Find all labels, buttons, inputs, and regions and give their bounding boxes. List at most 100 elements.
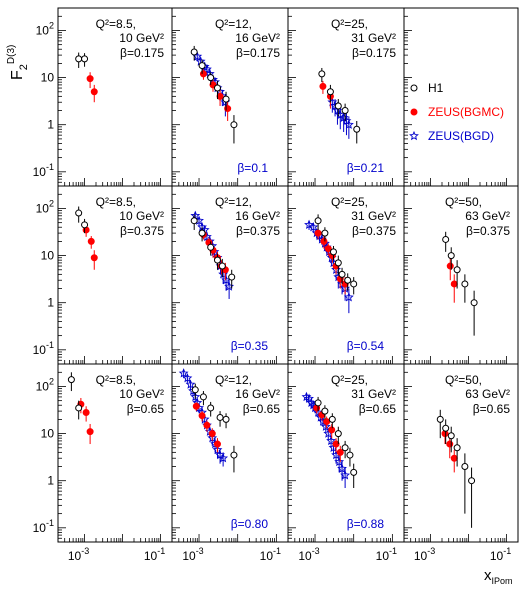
point-zeus-bgd: [185, 379, 196, 389]
point-h1: [230, 451, 238, 459]
x-tick-label-exp: -1: [273, 546, 281, 556]
point-h1: [314, 217, 322, 225]
panel-zeus-beta: β=0.35: [231, 339, 269, 353]
point-zeus-bgd: [337, 463, 347, 473]
panel-q2-label: Q²=50,: [445, 373, 482, 387]
x-tick-label-base: 10: [298, 549, 312, 563]
point-h1: [213, 84, 221, 92]
point-zeus-bgmc: [86, 428, 94, 436]
point-zeus-bgmc: [446, 262, 454, 270]
point-h1: [468, 477, 476, 485]
point-h1: [350, 468, 358, 476]
point-zeus-bgmc: [328, 426, 336, 434]
panel-beta-label: β=0.65: [127, 402, 165, 416]
x-axis-title: xIPom: [484, 567, 513, 586]
x-tick-label-exp: -1: [389, 546, 397, 556]
point-h1: [341, 107, 349, 115]
point-h1: [436, 415, 444, 423]
point-h1: [344, 276, 352, 284]
y-axis-title-sup: D(3): [6, 45, 17, 64]
panel-q2-label: Q²=12,: [215, 373, 252, 387]
y-tick-label-exp: -1: [46, 340, 54, 350]
point-zeus-bgd: [340, 470, 351, 480]
point-h1: [321, 407, 329, 415]
panel-q2-label: Q²=8.5,: [96, 17, 136, 31]
point-h1: [75, 209, 83, 217]
point-h1: [314, 399, 322, 407]
panel-beta-label: β=0.175: [352, 46, 396, 60]
point-zeus-bgmc: [332, 440, 340, 448]
point-h1: [207, 404, 215, 412]
x-axis-title-sub: IPom: [492, 576, 513, 586]
point-h1: [81, 221, 89, 229]
y-tick-label-base: 10: [33, 343, 47, 357]
panel-beta-label: β=0.375: [466, 224, 510, 238]
point-h1: [442, 235, 450, 243]
panel-zeus-beta: β=0.80: [231, 517, 269, 531]
panel-q2-label: Q²=12,: [215, 195, 252, 209]
point-h1: [461, 280, 469, 288]
legend-label: ZEUS(BGD): [428, 129, 494, 143]
y-tick-label-base: 1: [47, 474, 54, 488]
x-tick-label-base: 10: [68, 549, 82, 563]
y-tick-label: 1: [47, 296, 54, 310]
point-h1: [190, 217, 198, 225]
point-h1: [191, 386, 199, 394]
x-tick-label-base: 10: [490, 549, 504, 563]
x-tick-label-exp: -3: [196, 546, 204, 556]
point-zeus-bgmc: [319, 82, 327, 90]
point-h1: [198, 62, 206, 70]
x-axis-title-main: x: [484, 567, 492, 584]
point-h1: [350, 280, 358, 288]
panel-q2-label: Q²=8.5,: [96, 195, 136, 209]
point-zeus-bgmc: [213, 440, 221, 448]
point-h1: [216, 413, 224, 421]
point-zeus-bgd: [306, 397, 317, 407]
panel-beta-label: β=0.65: [243, 402, 281, 416]
x-tick-label-exp: -1: [503, 546, 511, 556]
panel-q2-range: 16 GeV²: [235, 209, 280, 223]
point-zeus-bgmc: [446, 440, 454, 448]
x-tick-label-base: 10: [376, 549, 390, 563]
point-h1: [207, 74, 215, 82]
point-zeus-bgd: [218, 453, 229, 463]
legend-marker: [410, 84, 418, 92]
point-zeus-bgmc: [90, 88, 98, 96]
panel-beta-label: β=0.65: [473, 402, 511, 416]
y-axis-title-main: F: [9, 70, 26, 80]
point-h1: [198, 229, 206, 237]
panel-q2-range: 16 GeV²: [235, 31, 280, 45]
point-zeus-bgmc: [90, 254, 98, 262]
point-zeus-bgd: [178, 368, 189, 378]
x-tick-label: 10-3: [182, 546, 203, 563]
point-zeus-bgd: [190, 391, 201, 402]
panel-beta-label: β=0.375: [352, 224, 396, 238]
y-tick-label: 102: [36, 198, 54, 215]
y-tick-label-base: 10: [41, 427, 55, 441]
x-tick-label-exp: -3: [427, 546, 435, 556]
point-zeus-bgmc: [324, 245, 332, 253]
panel-q2-label: Q²=25,: [331, 195, 368, 209]
point-h1: [470, 299, 478, 307]
point-h1: [338, 270, 346, 278]
panel-frames: [57, 7, 519, 543]
panel-q2-range: 31 GeV²: [351, 387, 396, 401]
point-zeus-bgmc: [192, 402, 200, 410]
point-h1: [329, 248, 337, 256]
panel-beta-label: β=0.375: [120, 224, 164, 238]
y-tick-label-base: 10: [33, 165, 47, 179]
x-tick-label-base: 10: [260, 549, 274, 563]
panel-zeus-beta: β=0.54: [347, 339, 385, 353]
panel-beta-label: β=0.375: [236, 224, 280, 238]
point-zeus-bgmc: [314, 229, 322, 237]
point-zeus-bgd: [304, 219, 314, 229]
point-h1: [328, 415, 336, 423]
y-tick-label-base: 10: [41, 249, 55, 263]
y-tick-label: 10: [41, 427, 55, 441]
legend-marker: [409, 130, 419, 141]
y-tick-label: 10: [41, 249, 55, 263]
point-zeus-bgmc: [450, 280, 458, 288]
y-tick-label-base: 10: [36, 379, 50, 393]
point-zeus-bgmc: [323, 418, 331, 426]
point-h1: [190, 48, 198, 56]
